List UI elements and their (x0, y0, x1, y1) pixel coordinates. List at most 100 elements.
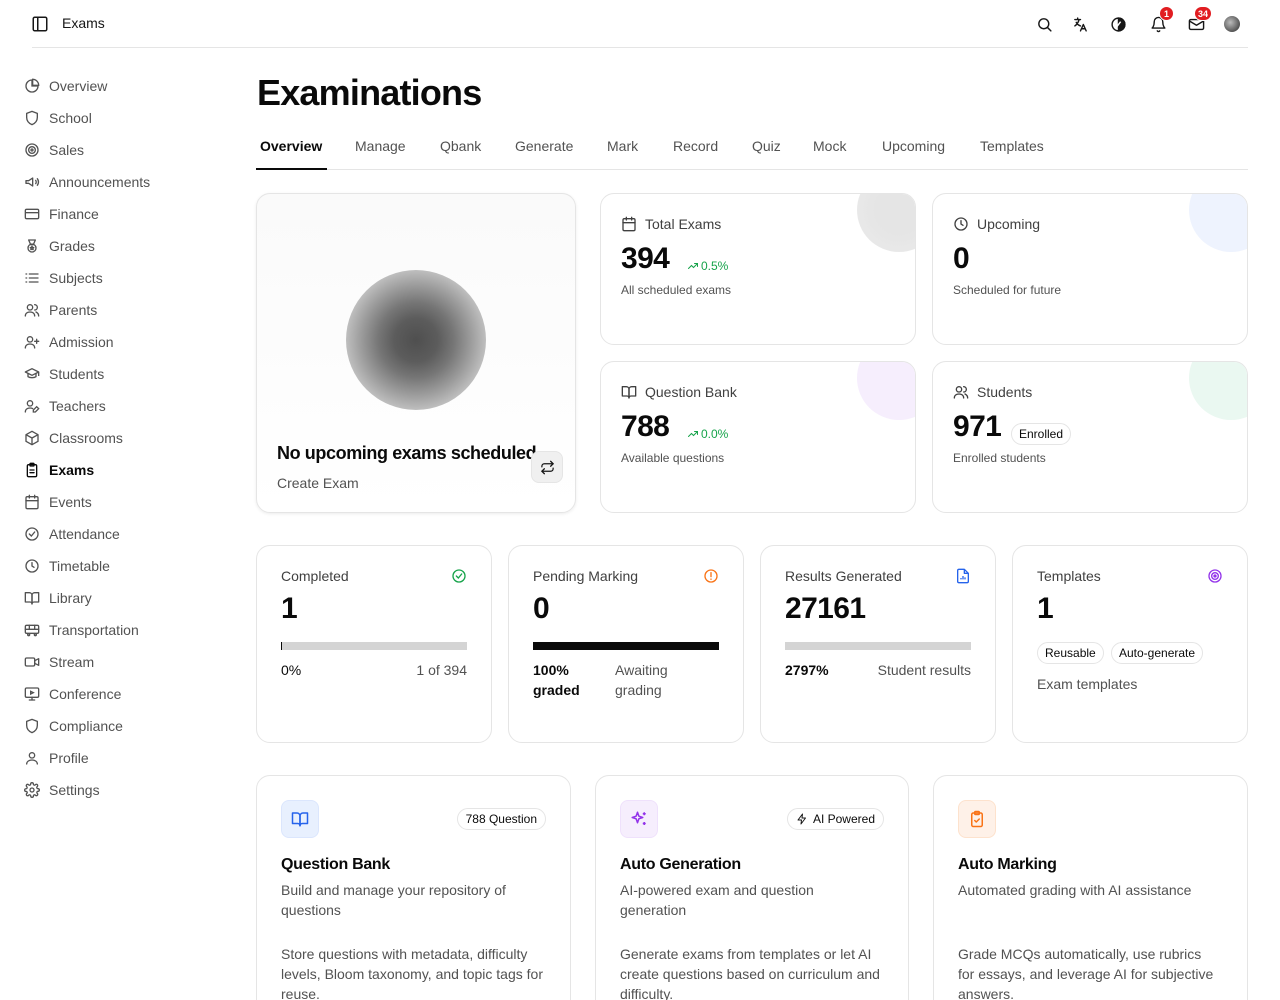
translate-icon[interactable] (1070, 14, 1090, 34)
sidebar-item-transportation[interactable]: Transportation (24, 618, 214, 642)
active-tab-indicator (256, 168, 327, 170)
decorative-blob (857, 194, 915, 252)
tab-quiz[interactable]: Quiz (752, 138, 781, 154)
sidebar-item-stream[interactable]: Stream (24, 650, 214, 674)
users-icon (24, 304, 40, 317)
calendar-icon (25, 494, 39, 510)
sidebar-item-finance[interactable]: Finance (24, 202, 214, 226)
tab-generate[interactable]: Generate (515, 138, 574, 154)
bolt-icon (797, 813, 806, 825)
tab-record[interactable]: Record (673, 138, 719, 154)
sidebar-toggle-icon[interactable] (31, 15, 49, 33)
feature-description: AI-powered exam and question generation (620, 882, 814, 918)
decorative-blob (857, 362, 915, 420)
feature-body: Generate exams from templates or let AI … (620, 946, 880, 1000)
messages-badge: 34 (1194, 6, 1213, 21)
sidebar-item-attendance[interactable]: Attendance (24, 522, 214, 546)
tab-overview[interactable]: Overview (260, 138, 323, 154)
stat-sub: Enrolled students (953, 451, 1046, 465)
tab-mark[interactable]: Mark (607, 138, 639, 154)
progress-bar (533, 642, 719, 650)
progress-label: Results Generated (785, 568, 902, 584)
user-plus-icon (24, 336, 40, 349)
sidebar-item-profile[interactable]: Profile (24, 746, 214, 770)
decorative-blob (1189, 194, 1247, 252)
orb-graphic (346, 270, 486, 410)
sidebar-item-students[interactable]: Students (24, 362, 214, 386)
stat-label: Upcoming (977, 216, 1041, 232)
tab-templates[interactable]: Templates (980, 138, 1044, 154)
check-circle-icon (452, 569, 466, 583)
sidebar-item-sales[interactable]: Sales (24, 138, 214, 162)
stat-header: Question Bank (621, 384, 737, 400)
sidebar-item-label: Timetable (49, 558, 110, 574)
refresh-button[interactable] (531, 451, 563, 483)
templates-sub: Exam templates (1037, 676, 1138, 692)
sidebar-item-compliance[interactable]: Compliance (24, 714, 214, 738)
sidebar-item-parents[interactable]: Parents (24, 298, 214, 322)
sidebar-item-settings[interactable]: Settings (24, 778, 214, 802)
shield-icon (26, 718, 38, 734)
sidebar-item-grades[interactable]: Grades (24, 234, 214, 258)
sidebar-item-overview[interactable]: Overview (24, 74, 214, 98)
progress-value: 27161 (785, 592, 866, 625)
auto-generation-feature-card[interactable]: AI Powered Auto Generation AI-powered ex… (595, 775, 909, 1000)
target-icon (1208, 569, 1222, 583)
sidebar-item-timetable[interactable]: Timetable (24, 554, 214, 578)
search-icon[interactable] (1034, 14, 1054, 34)
sidebar-item-label: Transportation (49, 622, 139, 638)
progress-bar (785, 642, 971, 650)
progress-left-text: 2797% (785, 662, 829, 678)
trend-value: 0.0% (701, 427, 729, 441)
feature-title: Auto Generation (620, 856, 741, 873)
pending-marking-card: Pending Marking 0 100% graded Awaiting g… (508, 545, 744, 743)
sidebar-item-teachers[interactable]: Teachers (24, 394, 214, 418)
badge-label: AI Powered (812, 812, 875, 826)
stat-label: Students (977, 384, 1033, 400)
tab-manage[interactable]: Manage (355, 138, 406, 154)
progress-value: 1 (1037, 592, 1054, 625)
progress-fill (533, 642, 719, 650)
clock-icon (25, 559, 39, 573)
sidebar-item-conference[interactable]: Conference (24, 682, 214, 706)
stat-label: Total Exams (645, 216, 722, 232)
feature-title: Question Bank (281, 856, 391, 873)
total-exams-card: Total Exams 394 0.5% All scheduled exams (600, 193, 916, 345)
sidebar-item-school[interactable]: School (24, 106, 214, 130)
list-icon (25, 273, 39, 283)
breadcrumb: Exams (62, 15, 105, 31)
file-chart-icon (957, 568, 969, 584)
sidebar-item-label: Compliance (49, 718, 123, 734)
sidebar-item-subjects[interactable]: Subjects (24, 266, 214, 290)
stat-header: Students (953, 384, 1032, 400)
sidebar-item-exams[interactable]: Exams (24, 458, 214, 482)
stat-sub: All scheduled exams (621, 283, 732, 297)
sidebar-item-announcements[interactable]: Announcements (24, 170, 214, 194)
auto-marking-feature-card[interactable]: Auto Marking Automated grading with AI a… (933, 775, 1248, 1000)
sidebar-item-admission[interactable]: Admission (24, 330, 214, 354)
mail-icon[interactable]: 34 (1186, 6, 1213, 34)
sidebar-item-label: Subjects (49, 270, 103, 286)
trend-indicator: 0.0% (687, 427, 728, 441)
tab-qbank[interactable]: Qbank (440, 138, 482, 154)
users-icon (953, 386, 969, 399)
user-avatar[interactable] (1224, 16, 1240, 32)
feature-body: Grade MCQs automatically, use rubrics fo… (958, 946, 1214, 1000)
decorative-blob (1189, 362, 1247, 420)
tab-upcoming[interactable]: Upcoming (882, 138, 946, 154)
create-exam-link[interactable]: Create Exam (277, 475, 359, 491)
book-icon (621, 386, 637, 399)
clock-icon (954, 217, 968, 231)
question-bank-feature-card[interactable]: 788 Question Question Bank Build and man… (256, 775, 571, 1000)
graduation-cap-icon (24, 368, 40, 379)
presentation-icon (24, 687, 40, 701)
sidebar-item-label: Settings (49, 782, 100, 798)
trending-up-icon (688, 431, 698, 437)
theme-toggle-icon[interactable] (1108, 14, 1128, 34)
sidebar-item-classrooms[interactable]: Classrooms (24, 426, 214, 450)
results-generated-card: Results Generated 27161 2797% Student re… (760, 545, 996, 743)
notifications-bell-icon[interactable]: 1 (1148, 6, 1174, 34)
tab-mock[interactable]: Mock (813, 138, 847, 154)
sidebar-item-library[interactable]: Library (24, 586, 214, 610)
sidebar-item-events[interactable]: Events (24, 490, 214, 514)
